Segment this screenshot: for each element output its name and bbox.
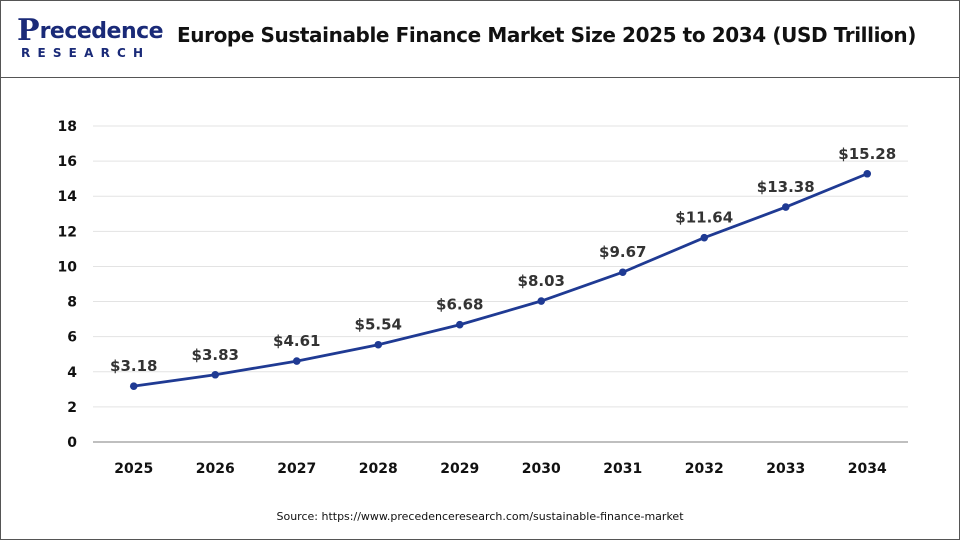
data-label: $4.61 [273, 332, 320, 350]
data-label: $9.67 [599, 243, 646, 261]
data-point [211, 370, 220, 379]
data-point [781, 203, 790, 211]
logo-initial: P [17, 13, 40, 48]
y-tick-label: 8 [67, 295, 77, 311]
data-label: $8.03 [518, 272, 565, 290]
data-point [618, 268, 627, 277]
data-label: $11.64 [675, 209, 733, 227]
data-point [292, 357, 301, 365]
data-label: $6.68 [436, 296, 483, 314]
data-labels: $3.18 $3.83 $4.61 $5.54 $6.68 $8.03 $9.67 $11.6… [110, 145, 896, 375]
y-tick-label: 2 [67, 400, 77, 416]
x-tick-label: 2028 [359, 461, 398, 477]
x-tick-label: 2032 [685, 461, 724, 477]
data-point [537, 297, 546, 305]
data-label: $15.28 [838, 145, 896, 163]
x-axis: 2025 2026 2027 2028 2029 2030 2031 2032 2033 2034 [93, 441, 908, 477]
data-point [700, 233, 709, 242]
x-tick-label: 2025 [114, 461, 153, 477]
chart-title: Europe Sustainable Finance Market Size 2… [177, 23, 916, 47]
gridlines [93, 125, 908, 408]
precedence-research-logo: Precedence RESEARCH [17, 16, 167, 64]
data-point [455, 320, 464, 329]
logo-tagline: RESEARCH [21, 46, 151, 60]
x-tick-label: 2029 [440, 461, 479, 477]
data-label: $13.38 [757, 178, 815, 196]
y-tick-label: 10 [58, 259, 78, 275]
x-tick-label: 2027 [277, 461, 316, 477]
x-tick-label: 2034 [848, 461, 887, 477]
data-point [374, 340, 383, 349]
y-axis: 0 2 4 6 8 10 12 14 16 18 [58, 119, 78, 451]
y-tick-label: 18 [58, 119, 77, 135]
y-tick-label: 16 [58, 154, 77, 170]
data-point [863, 169, 872, 178]
x-tick-label: 2030 [522, 461, 561, 477]
data-label: $5.54 [355, 316, 402, 334]
logo-name: recedence [39, 19, 164, 44]
y-tick-label: 0 [67, 435, 77, 451]
logo-wordmark: Precedence [17, 13, 164, 48]
data-point [129, 382, 138, 390]
y-tick-label: 12 [58, 224, 77, 240]
y-tick-label: 4 [67, 365, 77, 381]
x-tick-label: 2033 [766, 461, 805, 477]
line-chart: 0 2 4 6 8 10 12 14 16 18 2025 2026 2027 2028 2029 2030… [58, 119, 908, 477]
series-line-group [129, 169, 872, 390]
x-tick-label: 2031 [603, 461, 642, 477]
x-tick-label: 2026 [196, 461, 235, 477]
y-tick-label: 14 [58, 189, 78, 205]
data-label: $3.18 [110, 357, 157, 375]
series-line [132, 172, 869, 388]
source-note: Source: https://www.precedenceresearch.c… [276, 510, 684, 523]
data-label: $3.83 [192, 346, 239, 364]
header: Precedence RESEARCH Europe Sustainable F… [1, 1, 959, 78]
y-tick-label: 6 [67, 330, 77, 346]
